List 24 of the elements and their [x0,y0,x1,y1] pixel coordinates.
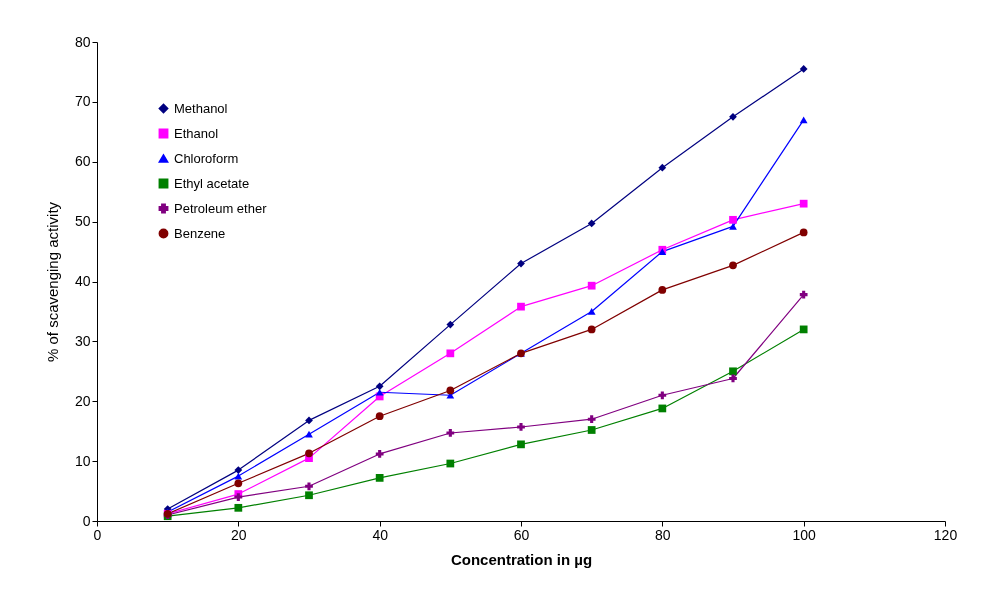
y-tick-label: 80 [74,33,91,50]
y-tick-label: 40 [74,273,91,289]
x-tick-label: 60 [513,526,530,543]
y-tick-label: 30 [74,332,91,349]
y-tick-label: 70 [74,93,91,110]
y-axis-title: % of scavenging activity [43,201,61,363]
y-tick-label: 50 [74,213,91,230]
legend-label: Methanol [174,100,228,116]
x-tick-label: 80 [655,526,671,543]
x-tick-label: 20 [231,526,247,543]
legend-label: Chloroform [174,150,239,166]
legend-label: Benzene [174,225,226,241]
y-tick-label: 60 [74,153,91,170]
x-axis-title: Concentration in µg [450,550,593,568]
y-tick-label: 10 [74,452,91,469]
x-tick-label: 100 [792,526,817,543]
y-tick-label: 20 [74,392,91,409]
legend-label: Ethyl acetate [174,175,250,191]
x-tick-label: 40 [372,526,389,543]
legend-label: Petroleum ether [174,200,268,216]
x-tick-label: 0 [93,526,102,543]
x-tick-label: 120 [933,526,958,543]
legend-label: Ethanol [174,125,219,141]
y-tick-label: 0 [82,512,91,529]
